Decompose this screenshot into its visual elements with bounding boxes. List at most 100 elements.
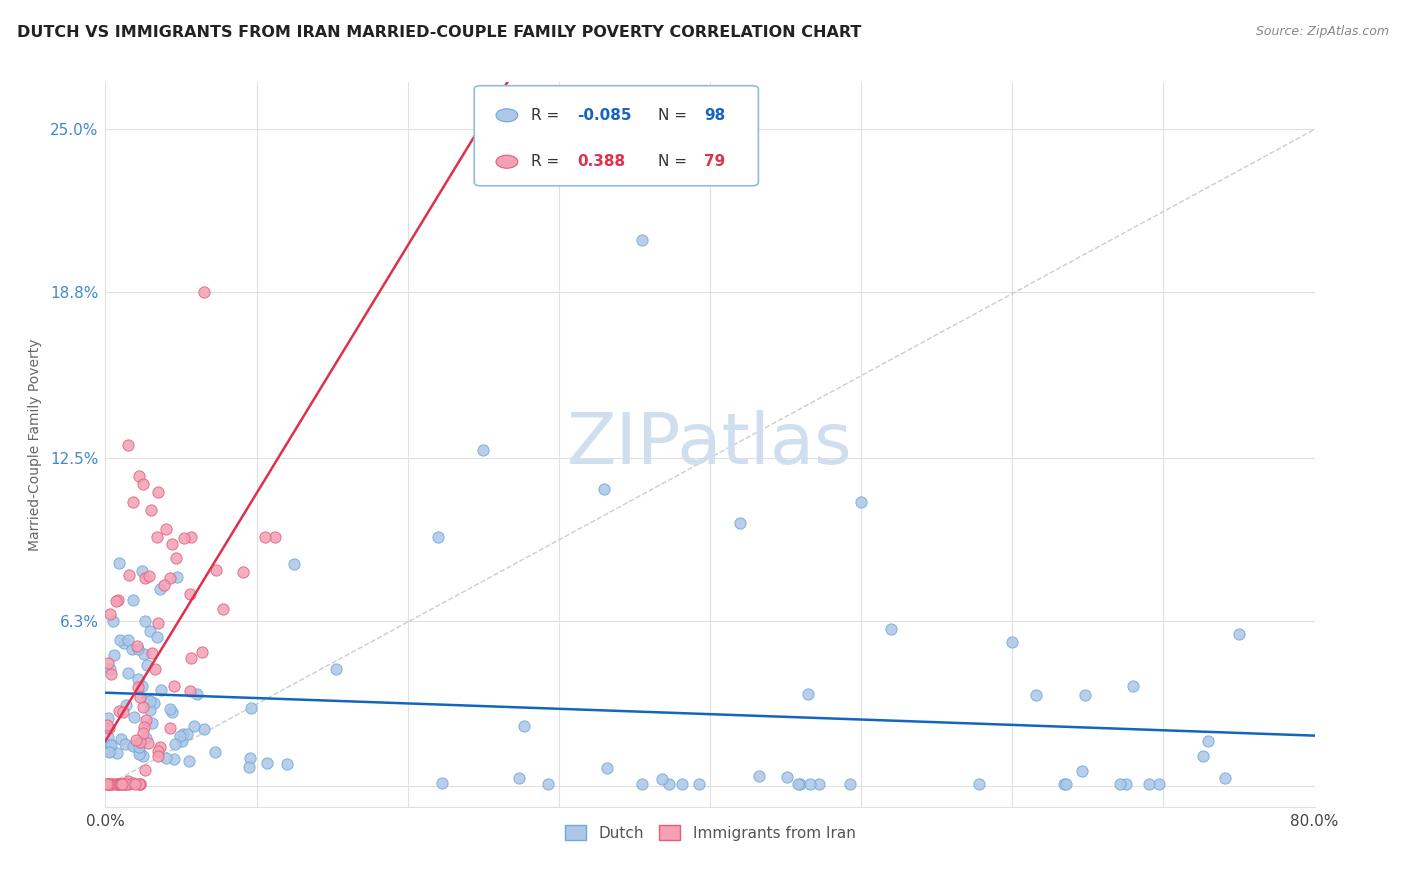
Point bbox=[105, 594, 128, 608]
Point bbox=[136, 657, 159, 672]
Point bbox=[98, 721, 121, 735]
Text: ZIPatlas: ZIPatlas bbox=[567, 410, 853, 479]
Point bbox=[148, 749, 170, 764]
Point bbox=[143, 662, 166, 676]
Point bbox=[651, 772, 673, 786]
Point bbox=[122, 738, 145, 752]
Point bbox=[149, 682, 172, 697]
Point bbox=[159, 571, 181, 585]
Point bbox=[121, 495, 143, 509]
Text: DUTCH VS IMMIGRANTS FROM IRAN MARRIED-COUPLE FAMILY POVERTY CORRELATION CHART: DUTCH VS IMMIGRANTS FROM IRAN MARRIED-CO… bbox=[17, 25, 862, 40]
Text: 79: 79 bbox=[704, 154, 725, 169]
Point bbox=[103, 776, 125, 790]
Point bbox=[98, 607, 121, 621]
Point bbox=[136, 736, 159, 750]
Point bbox=[160, 536, 183, 550]
Text: Source: ZipAtlas.com: Source: ZipAtlas.com bbox=[1256, 25, 1389, 38]
Point bbox=[129, 690, 152, 705]
Point bbox=[1070, 764, 1092, 779]
Y-axis label: Married-Couple Family Poverty: Married-Couple Family Poverty bbox=[28, 338, 42, 551]
Point bbox=[253, 530, 276, 544]
Point bbox=[276, 757, 298, 772]
Point bbox=[122, 739, 145, 753]
Point bbox=[155, 751, 177, 765]
Point bbox=[96, 776, 118, 790]
Point bbox=[141, 646, 163, 660]
Point bbox=[132, 647, 155, 661]
Point bbox=[149, 582, 172, 596]
Point bbox=[107, 746, 129, 760]
Point bbox=[127, 673, 149, 687]
Point bbox=[166, 569, 188, 583]
Point bbox=[172, 726, 194, 740]
Point bbox=[134, 571, 156, 585]
Point bbox=[173, 531, 195, 545]
Point bbox=[100, 776, 122, 790]
Point bbox=[128, 740, 150, 755]
Point bbox=[688, 776, 710, 790]
Point bbox=[134, 614, 156, 628]
Point bbox=[232, 565, 254, 579]
Point bbox=[1227, 627, 1250, 641]
Point bbox=[163, 737, 186, 751]
Point bbox=[128, 776, 150, 790]
Point bbox=[125, 732, 148, 747]
Text: N =: N = bbox=[658, 154, 692, 169]
Point bbox=[97, 745, 120, 759]
Point bbox=[325, 662, 347, 676]
Point bbox=[97, 776, 120, 790]
Point bbox=[108, 633, 131, 648]
Point bbox=[183, 718, 205, 732]
Point bbox=[117, 438, 139, 452]
Point bbox=[104, 776, 127, 790]
Point bbox=[180, 650, 202, 665]
Point bbox=[176, 726, 198, 740]
Point bbox=[132, 477, 155, 491]
Point bbox=[101, 614, 124, 628]
Text: R =: R = bbox=[531, 154, 564, 169]
Point bbox=[139, 693, 162, 707]
Text: N =: N = bbox=[658, 108, 692, 123]
Point bbox=[1052, 776, 1074, 790]
Point bbox=[212, 602, 235, 616]
Point bbox=[193, 285, 215, 300]
Point bbox=[163, 679, 186, 693]
Point bbox=[159, 702, 181, 716]
Point bbox=[1213, 771, 1236, 785]
Point bbox=[96, 718, 118, 732]
Point bbox=[430, 776, 453, 790]
Point bbox=[1025, 689, 1047, 703]
Text: 0.388: 0.388 bbox=[576, 154, 626, 169]
Point bbox=[131, 565, 153, 579]
Point bbox=[122, 592, 145, 607]
Point bbox=[121, 641, 143, 656]
Point bbox=[132, 700, 155, 714]
Point bbox=[97, 711, 120, 725]
Point bbox=[256, 756, 278, 770]
Point bbox=[1122, 680, 1144, 694]
Circle shape bbox=[496, 155, 517, 169]
Point bbox=[159, 721, 181, 735]
Point bbox=[472, 442, 495, 457]
Point bbox=[128, 735, 150, 749]
Point bbox=[838, 776, 860, 790]
Point bbox=[97, 656, 120, 670]
Point bbox=[108, 776, 131, 790]
Point bbox=[139, 703, 162, 717]
Point bbox=[180, 530, 202, 544]
Point bbox=[110, 776, 132, 790]
Point bbox=[141, 715, 163, 730]
Point bbox=[112, 776, 135, 790]
Point bbox=[110, 776, 132, 790]
Point bbox=[132, 725, 155, 739]
Point bbox=[115, 698, 138, 713]
Point bbox=[631, 233, 654, 247]
Point bbox=[239, 750, 262, 764]
Point bbox=[124, 709, 146, 723]
Point bbox=[117, 773, 139, 788]
Point bbox=[111, 776, 134, 790]
Point bbox=[108, 705, 131, 719]
Point bbox=[789, 776, 811, 790]
Point bbox=[128, 469, 150, 483]
FancyBboxPatch shape bbox=[474, 86, 758, 186]
